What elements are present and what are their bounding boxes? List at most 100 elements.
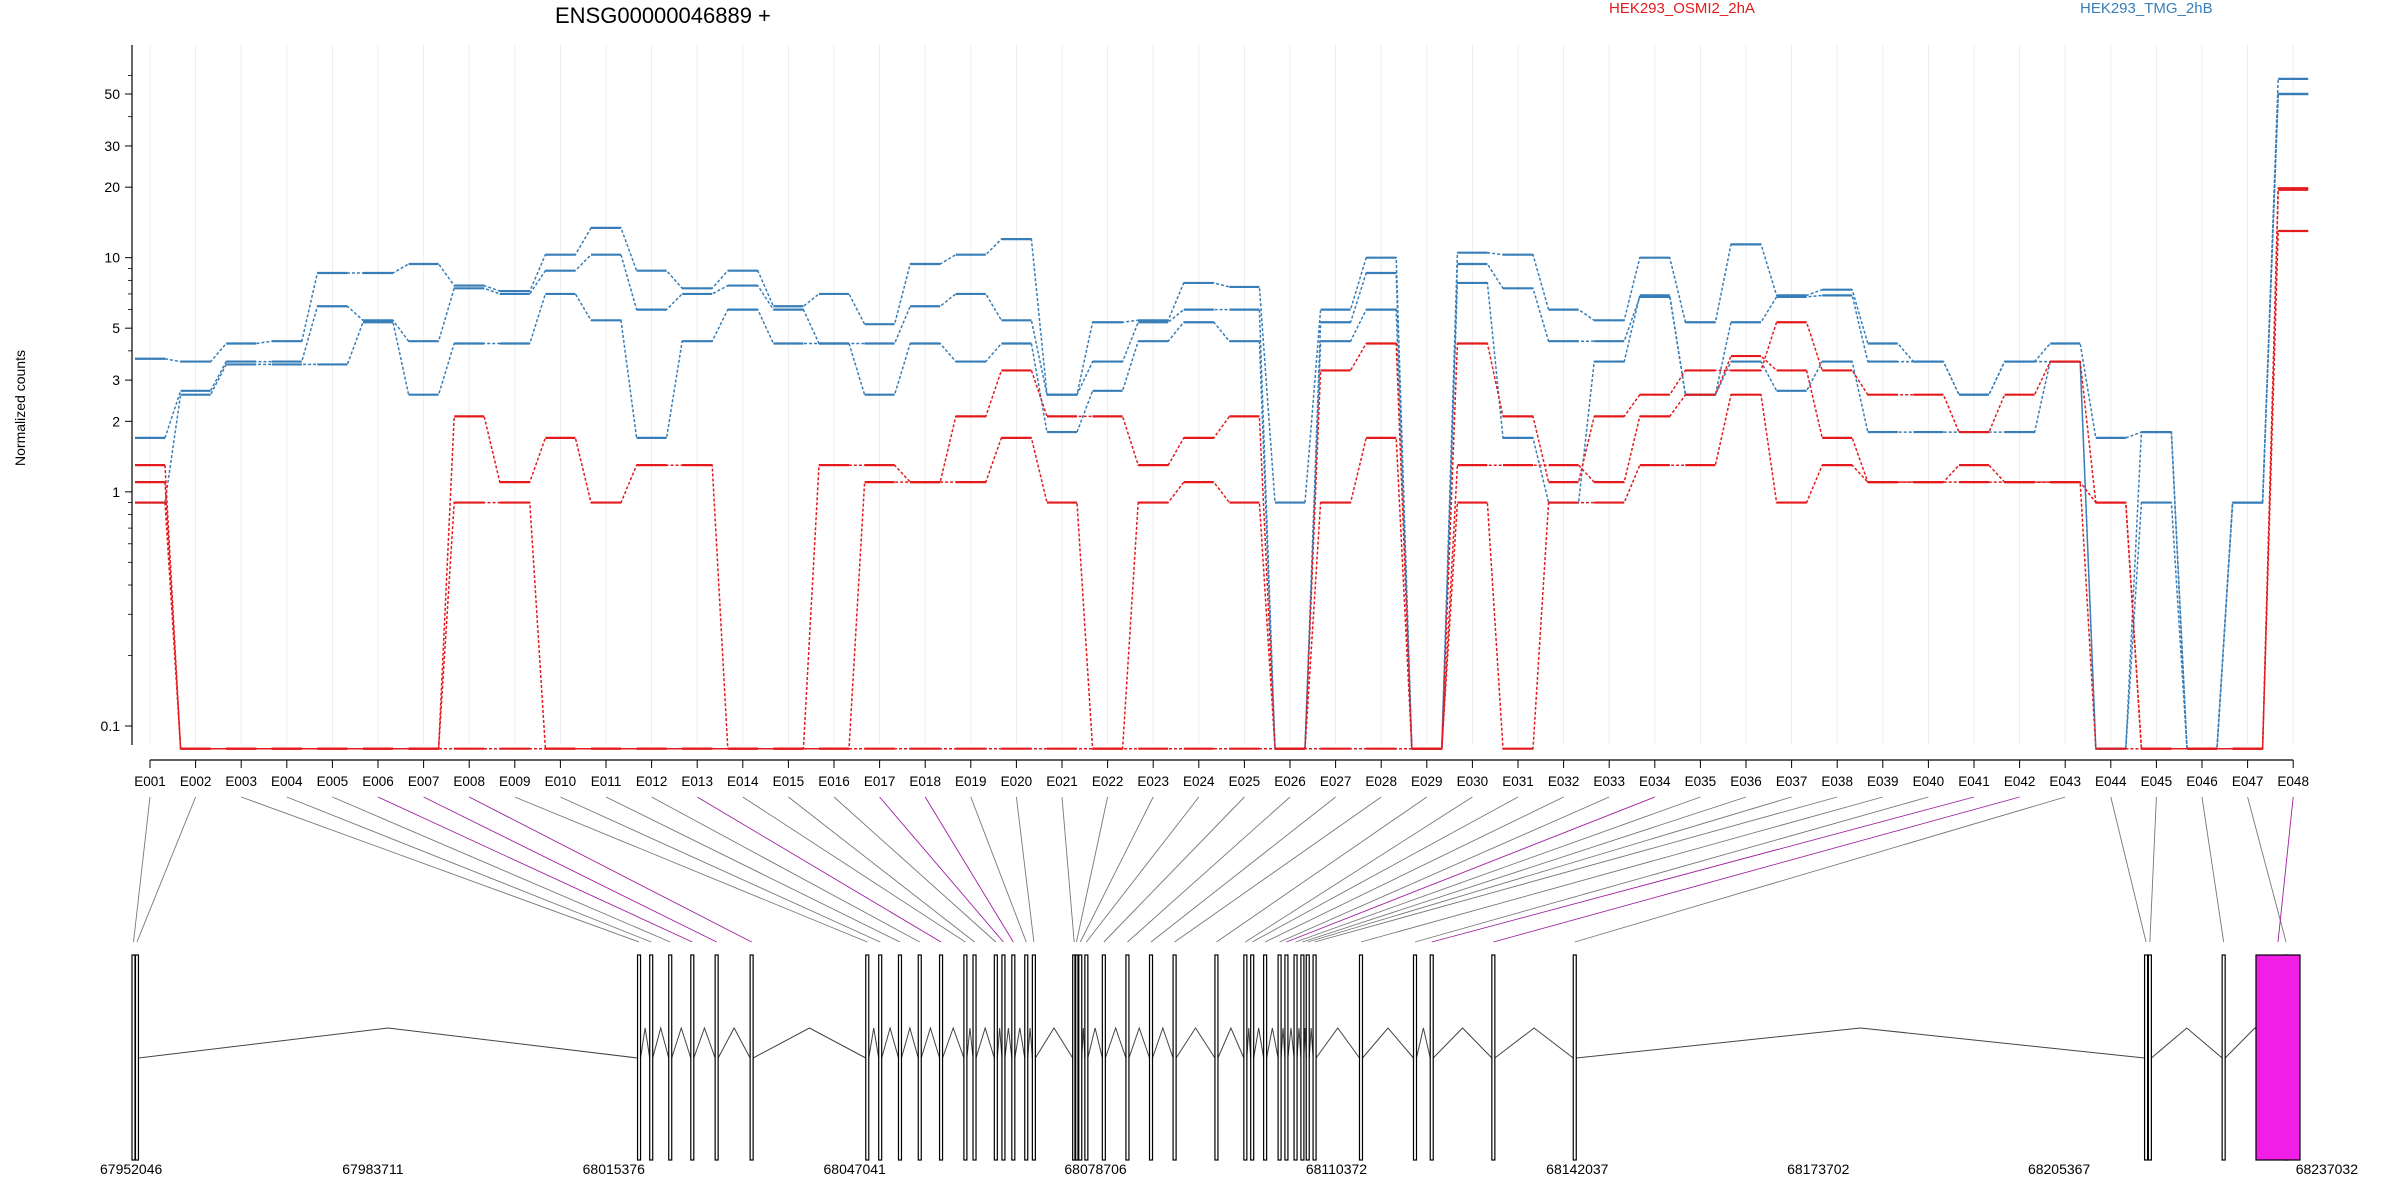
exon-connector (970, 796, 1027, 943)
intron (1014, 1027, 1026, 1059)
exon-box (1358, 954, 1364, 1161)
exon-connector (1216, 796, 1428, 943)
series-line-1 (135, 78, 2309, 750)
exon-label: E041 (1958, 774, 1990, 789)
y-tick-label: 0.1 (101, 718, 121, 734)
exon-label: E024 (1183, 774, 1215, 789)
exon-box (2255, 954, 2301, 1161)
gene-model (131, 954, 2301, 1161)
exon-connector (1086, 796, 1200, 943)
series-line-6 (135, 187, 2309, 750)
exon-connector (1286, 796, 1655, 943)
exon-box (2221, 954, 2226, 1161)
genomic-tick-label: 68015376 (583, 1161, 646, 1177)
exon-connector (1127, 796, 1291, 943)
exon-box (1024, 954, 1029, 1161)
exon-connectors (133, 796, 2294, 943)
genomic-tick-label: 68078706 (1064, 1161, 1127, 1177)
exon-box (1148, 954, 1154, 1161)
exon-label: E033 (1593, 774, 1625, 789)
exon-label: E032 (1548, 774, 1580, 789)
genomic-tick-label: 68142037 (1546, 1161, 1609, 1177)
exon-connector (924, 796, 1014, 943)
exon-label: E039 (1867, 774, 1899, 789)
exon-labels: E001 E002 E003 E004 E005 E006 E007 E008 E009 E010… (134, 774, 2309, 789)
intron (966, 1027, 974, 1059)
exon-box (1572, 954, 1577, 1161)
intron (1253, 1027, 1265, 1059)
exon-box (1125, 954, 1130, 1161)
exon-box (1250, 954, 1255, 1161)
intron (1308, 1027, 1314, 1059)
exon-label: E047 (2232, 774, 2264, 789)
exon-box (1011, 954, 1016, 1161)
exon-box (1305, 954, 1310, 1161)
intron (1287, 1027, 1295, 1059)
exon-box (972, 954, 977, 1161)
y-tick-label: 3 (112, 372, 120, 388)
exon-connector (286, 796, 652, 943)
exon-label: E028 (1365, 774, 1397, 789)
genomic-tick-label: 67983711 (342, 1161, 403, 1177)
exon-label: E018 (909, 774, 941, 789)
exon-box (938, 954, 944, 1161)
exon-box (1101, 954, 1106, 1161)
exon-box (1300, 954, 1305, 1161)
series-line-2 (135, 93, 2309, 750)
y-tick-label: 2 (112, 413, 120, 429)
exon-label: E017 (864, 774, 896, 789)
intron (881, 1026, 899, 1059)
exon-label: E020 (1001, 774, 1033, 789)
intron (640, 1027, 651, 1059)
exon-box (2143, 954, 2149, 1161)
exon-connector (2110, 796, 2147, 943)
series-line-4 (135, 189, 2309, 750)
exon-label: E004 (271, 774, 303, 789)
intron (671, 1026, 692, 1059)
exon-label: E014 (727, 774, 759, 789)
intron (138, 1027, 638, 1059)
exon-box (865, 954, 870, 1161)
exon-box (1312, 954, 1317, 1161)
intron (752, 1027, 866, 1059)
exon-box (1214, 954, 1219, 1161)
y-tick-label: 50 (104, 86, 120, 102)
exon-label: E030 (1457, 774, 1489, 789)
exon-connector (605, 796, 901, 943)
exon-label: E021 (1046, 774, 1078, 789)
exon-connector (1314, 796, 1838, 943)
exon-box (134, 954, 140, 1161)
legend-entry-osmi2: HEK293_OSMI2_2hA (1609, 0, 1755, 17)
exon-box (690, 954, 695, 1161)
intron (1494, 1027, 1574, 1059)
exon-connector (1302, 796, 1747, 943)
intron (1296, 1027, 1302, 1059)
exon-label: E027 (1320, 774, 1352, 789)
exon-label: E043 (2049, 774, 2081, 789)
intron (1027, 1027, 1033, 1059)
exon-connector (1493, 796, 2020, 943)
y-tick-label: 20 (104, 179, 120, 195)
exon-connector (1245, 796, 1473, 943)
genomic-tick-label: 68205367 (2028, 1161, 2091, 1177)
exon-box (1263, 954, 1268, 1161)
genomic-tick-label: 68173702 (1787, 1161, 1850, 1177)
exon-label: E040 (1913, 774, 1945, 789)
exon-connector (1174, 796, 1382, 943)
exon-connector (1076, 796, 1109, 943)
exon-connector (1360, 796, 1883, 943)
exon-box (1491, 954, 1496, 1161)
exon-box (1078, 954, 1083, 1161)
exon-label: E029 (1411, 774, 1443, 789)
exon-label: E010 (545, 774, 577, 789)
exon-label: E036 (1730, 774, 1762, 789)
exon-connector (332, 796, 671, 943)
exon-box (636, 954, 642, 1161)
genomic-tick-label: 68237032 (2296, 1161, 2359, 1177)
exon-label: E001 (134, 774, 166, 789)
exon-label: E037 (1776, 774, 1808, 789)
exon-connector (423, 796, 717, 943)
legend-entry-tmg: HEK293_TMG_2hB (2080, 0, 2213, 17)
exon-label: E006 (362, 774, 394, 789)
chart-title: ENSG00000046889 + (555, 3, 771, 28)
